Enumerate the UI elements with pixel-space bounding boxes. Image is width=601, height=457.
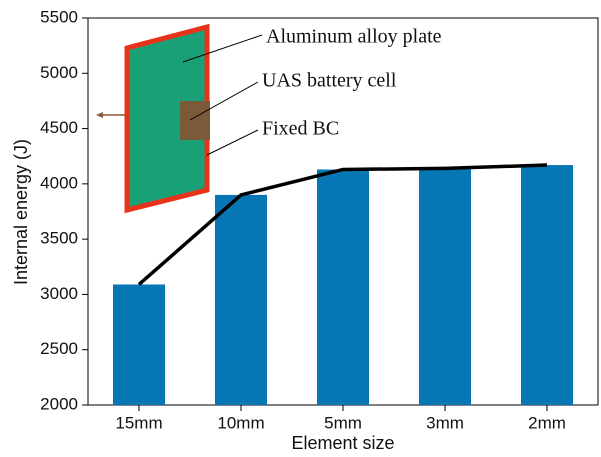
y-tick-label: 2000 xyxy=(40,394,78,413)
y-tick-label: 2500 xyxy=(40,339,78,358)
y-axis-title: Internal energy (J) xyxy=(11,139,31,285)
inset-diagram: Aluminum alloy plate UAS battery cell Fi… xyxy=(96,26,442,210)
bar xyxy=(419,168,471,405)
battery-cell xyxy=(180,101,210,140)
chart: Element size Internal energy (J) Aluminu… xyxy=(0,0,601,457)
arrow-head xyxy=(96,112,103,118)
y-tick-label: 5500 xyxy=(40,7,78,26)
y-tick-label: 3000 xyxy=(40,284,78,303)
bar xyxy=(113,284,165,405)
x-tick-label: 15mm xyxy=(115,413,162,432)
x-tick-label: 10mm xyxy=(217,413,264,432)
y-tick-label: 4000 xyxy=(40,173,78,192)
x-tick-label: 2mm xyxy=(528,413,566,432)
x-tick-label: 5mm xyxy=(324,413,362,432)
y-tick-label: 4500 xyxy=(40,118,78,137)
y-tick-label: 3500 xyxy=(40,229,78,248)
leader-line xyxy=(207,130,258,155)
annotation: Fixed BC xyxy=(262,118,339,140)
bar xyxy=(215,195,267,405)
bar xyxy=(521,165,573,405)
y-tick-label: 5000 xyxy=(40,63,78,82)
x-axis-title: Element size xyxy=(291,433,394,453)
annotation: Aluminum alloy plate xyxy=(266,26,442,48)
x-tick-label: 3mm xyxy=(426,413,464,432)
annotation: UAS battery cell xyxy=(262,70,397,92)
bar xyxy=(317,169,369,405)
